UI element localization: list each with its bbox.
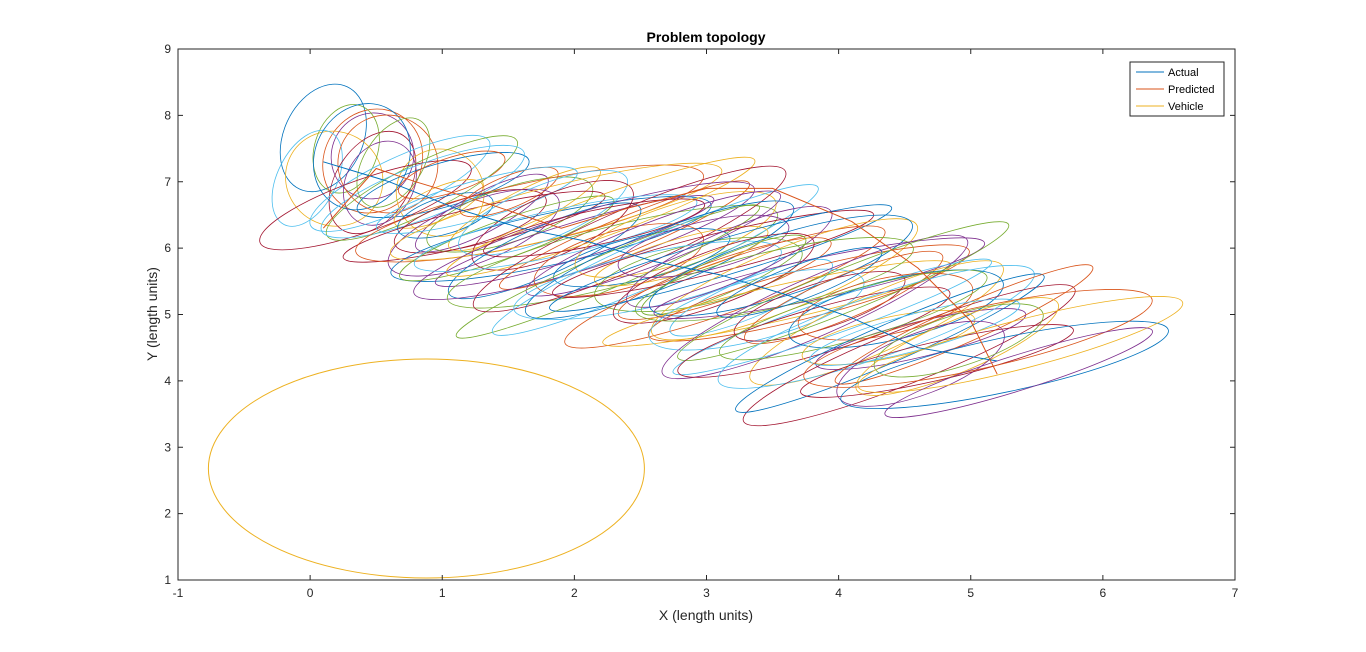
covariance-ellipse [395,148,485,237]
covariance-ellipse [809,298,1021,366]
covariance-ellipse [553,228,731,288]
covariance-ellipse [744,250,944,345]
covariance-ellipse [455,204,761,339]
covariance-ellipse [524,200,795,320]
covariance-ellipse [661,234,969,380]
covariance-ellipse [312,104,380,194]
covariance-ellipse [337,114,439,214]
y-tick-label: 3 [164,440,171,454]
legend-label-actual: Actual [1168,67,1199,79]
covariance-ellipse [612,232,815,324]
covariance-ellipse [356,117,431,208]
covariance-ellipse [717,265,1035,389]
covariance-ellipse [393,179,484,229]
x-tick-label: 7 [1232,586,1239,600]
covariance-ellipse [677,221,1010,361]
covariance-ellipse [718,269,988,361]
covariance-ellipse [617,214,790,278]
covariance-ellipse [735,273,1045,413]
covariance-ellipse [640,234,807,316]
covariance-ellipse [800,324,1074,398]
covariance-ellipse [716,247,883,318]
series-actual-line [323,161,998,362]
covariance-ellipse [285,130,384,227]
covariance-ellipse [434,195,715,287]
covariance-ellipse [471,180,634,271]
covariance-ellipse [836,320,1005,407]
y-ticks: 1 2 3 4 5 6 7 8 9 [164,42,1235,587]
covariance-ellipse [840,320,1169,409]
y-tick-label: 5 [164,308,171,322]
covariance-ellipse [397,192,494,239]
covariance-ellipse [549,204,893,312]
covariance-ellipse [564,225,886,349]
y-tick-label: 4 [164,374,171,388]
covariance-ellipse [672,258,993,376]
y-tick-label: 8 [164,108,171,122]
x-tick-label: 5 [967,586,974,600]
covariance-ellipse [320,144,525,239]
series-vehicle-ellipse [207,358,645,579]
covariance-ellipses [259,83,1184,427]
covariance-ellipse [397,150,506,200]
covariance-ellipse [279,83,367,193]
x-tick-label: 2 [571,586,578,600]
covariance-ellipse [733,271,906,342]
x-tick-label: 0 [307,586,314,600]
legend: Actual Predicted Vehicle [1129,61,1225,117]
series-layer [207,161,998,579]
covariance-ellipse [458,169,629,256]
x-ticks: -1 0 1 2 3 4 5 6 7 [173,49,1239,600]
covariance-ellipse [803,289,1153,388]
y-tick-label: 6 [164,241,171,255]
series-predicted-line [322,167,998,375]
covariance-ellipse [413,194,698,272]
covariance-ellipse [387,188,560,277]
covariance-ellipse [749,260,1004,386]
covariance-ellipse [322,108,424,214]
x-tick-label: 3 [703,586,710,600]
y-tick-label: 2 [164,507,171,521]
covariance-ellipse [884,327,1153,418]
covariance-ellipse [855,297,1059,396]
y-tick-label: 9 [164,42,171,56]
covariance-ellipse [552,209,875,298]
covariance-ellipse [445,156,756,277]
covariance-ellipse [669,258,833,337]
legend-label-predicted: Predicted [1168,84,1214,96]
covariance-ellipse [328,130,417,235]
covariance-ellipse [834,264,1094,385]
y-tick-label: 1 [164,573,171,587]
covariance-ellipse [259,159,472,251]
covariance-ellipse [309,134,491,232]
covariance-ellipse [647,244,970,342]
chart-title: Problem topology [647,29,766,45]
covariance-ellipse [499,180,750,290]
x-tick-label: 6 [1100,586,1107,600]
x-tick-label: -1 [173,586,184,600]
covariance-ellipse [271,129,343,227]
x-tick-label: 4 [835,586,842,600]
legend-label-vehicle: Vehicle [1168,101,1203,113]
covariance-ellipse [649,214,913,317]
covariance-ellipse [459,166,559,218]
y-tick-label: 7 [164,175,171,189]
covariance-ellipse [797,272,974,341]
covariance-ellipse [857,296,1184,393]
covariance-ellipse [325,135,518,241]
covariance-ellipse [873,303,1044,378]
covariance-ellipse [648,268,865,351]
covariance-ellipse [313,103,411,211]
y-axis-label: Y (length units) [144,267,160,361]
x-tick-label: 1 [439,586,446,600]
x-axis-label: X (length units) [659,607,753,623]
covariance-ellipse [343,140,417,226]
covariance-ellipse [375,166,578,234]
